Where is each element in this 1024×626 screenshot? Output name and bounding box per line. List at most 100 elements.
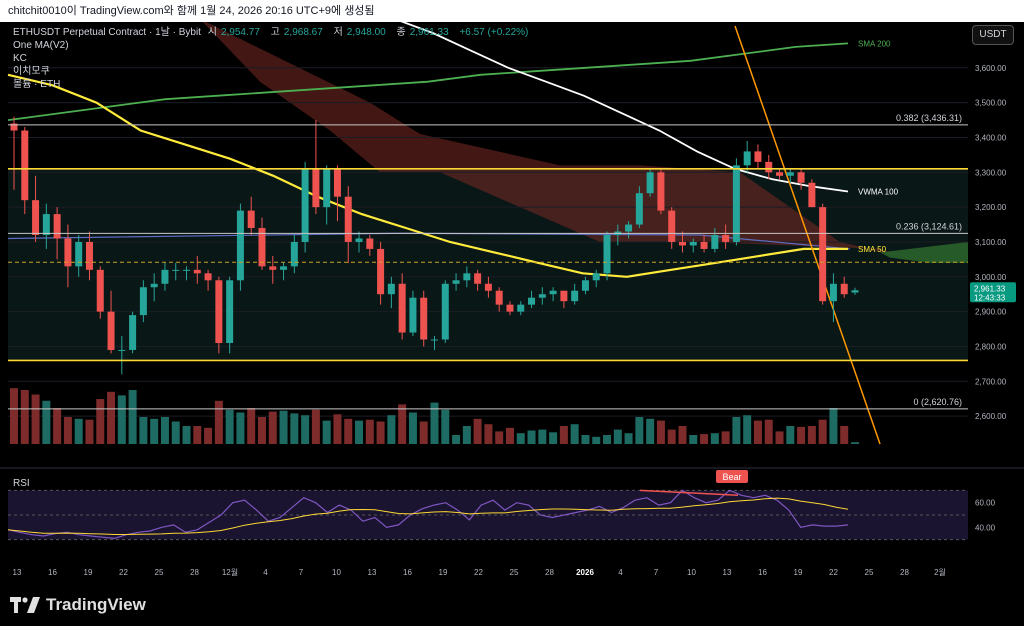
candle-body[interactable] <box>398 283 406 333</box>
candle-body[interactable] <box>344 196 352 242</box>
bear-label-box[interactable] <box>716 470 748 483</box>
candle-body[interactable] <box>431 339 438 341</box>
candle-body[interactable] <box>560 290 568 302</box>
series-line-2[interactable] <box>7 73 848 278</box>
candle-body[interactable] <box>247 210 255 229</box>
candle-body[interactable] <box>786 172 794 176</box>
candle-body[interactable] <box>10 123 18 131</box>
candle-body[interactable] <box>420 297 428 340</box>
candle-body[interactable] <box>484 283 492 291</box>
candle-body[interactable] <box>85 241 93 270</box>
candle-body[interactable] <box>441 283 449 340</box>
candle-body[interactable] <box>732 165 740 242</box>
candle-body[interactable] <box>96 269 104 312</box>
candle-body[interactable] <box>754 151 762 162</box>
indicator-volume[interactable]: 볼륨 · ETH <box>13 79 61 90</box>
candle-body[interactable] <box>139 287 147 316</box>
candle-body[interactable] <box>183 269 191 271</box>
candle-body[interactable] <box>161 269 169 284</box>
candle-body[interactable] <box>495 290 503 305</box>
candle-body[interactable] <box>21 130 29 201</box>
candle-body[interactable] <box>193 269 201 274</box>
candle-body[interactable] <box>625 224 633 232</box>
currency-button[interactable]: USDT <box>972 25 1014 45</box>
candle-body[interactable] <box>571 290 579 302</box>
candle-body[interactable] <box>463 273 471 281</box>
candle-body[interactable] <box>312 168 320 208</box>
candle-body[interactable] <box>366 238 374 249</box>
price-tag[interactable] <box>970 282 1016 303</box>
candle-body[interactable] <box>42 214 50 235</box>
candle-body[interactable] <box>474 273 482 284</box>
candle-body[interactable] <box>118 349 126 351</box>
chart-panel[interactable]: SMA 200 VWMA 100 SMA 50 0.382 (3,436.31) 0.… <box>0 18 1024 587</box>
candle-body[interactable] <box>452 280 460 284</box>
candle-body[interactable] <box>32 200 40 235</box>
rsi-ma-line[interactable] <box>7 497 849 535</box>
candle-body[interactable] <box>678 241 686 246</box>
bear-divergence-line[interactable] <box>639 489 739 497</box>
candle-body[interactable] <box>808 182 816 208</box>
candle-body[interactable] <box>204 273 212 281</box>
candle-body[interactable] <box>409 297 417 333</box>
tradingview-logo[interactable]: TradingView <box>10 595 146 615</box>
candle-body[interactable] <box>711 235 719 249</box>
candle-body[interactable] <box>506 304 514 312</box>
rsi-label[interactable]: RSI <box>13 478 30 489</box>
series-line-0[interactable] <box>7 42 849 121</box>
candle-body[interactable] <box>269 266 277 270</box>
candle-body[interactable] <box>301 168 309 242</box>
indicator-ichimoku[interactable]: 이치모쿠 <box>13 66 50 77</box>
candle-body[interactable] <box>668 210 676 242</box>
volume-bar <box>301 415 310 444</box>
candle-body[interactable] <box>517 304 525 312</box>
candle-body[interactable] <box>172 269 180 271</box>
candle-body[interactable] <box>592 273 600 281</box>
candle-body[interactable] <box>851 290 859 293</box>
candle-body[interactable] <box>743 151 751 166</box>
series-line-1[interactable] <box>394 18 849 193</box>
candle-body[interactable] <box>215 280 223 343</box>
candle-body[interactable] <box>150 283 158 288</box>
candle-body[interactable] <box>700 241 708 249</box>
candle-body[interactable] <box>236 210 244 281</box>
candle-body[interactable] <box>549 290 557 295</box>
rsi-line[interactable] <box>7 489 849 540</box>
blue-ma-line[interactable] <box>7 232 851 250</box>
volume-bar <box>150 418 159 444</box>
trend-line[interactable] <box>734 25 881 445</box>
candle-body[interactable] <box>377 248 385 295</box>
candle-body[interactable] <box>797 172 805 183</box>
candle-body[interactable] <box>355 238 363 242</box>
candle-body[interactable] <box>603 235 611 274</box>
candle-body[interactable] <box>64 238 72 267</box>
candle-body[interactable] <box>107 311 115 350</box>
candle-body[interactable] <box>387 283 395 295</box>
candle-body[interactable] <box>258 228 266 267</box>
candle-body[interactable] <box>689 241 697 246</box>
candle-body[interactable] <box>776 172 784 176</box>
candle-body[interactable] <box>722 235 730 242</box>
candle-body[interactable] <box>280 266 288 270</box>
candle-body[interactable] <box>528 297 536 305</box>
indicator-kc[interactable]: KC <box>13 53 27 64</box>
candle-body[interactable] <box>581 280 589 291</box>
candle-body[interactable] <box>226 280 234 343</box>
candle-body[interactable] <box>53 214 61 239</box>
candle-body[interactable] <box>290 241 298 267</box>
candle-body[interactable] <box>840 283 848 295</box>
chart-canvas[interactable]: SMA 200 VWMA 100 SMA 50 0.382 (3,436.31) 0.… <box>0 18 1024 587</box>
legend-symbol[interactable]: ETHUSDT Perpetual Contract · 1날 · Bybit <box>13 27 201 38</box>
candle-body[interactable] <box>75 241 83 267</box>
candle-body[interactable] <box>333 168 341 197</box>
candle-body[interactable] <box>646 172 654 194</box>
candle-body[interactable] <box>829 283 837 302</box>
candle-body[interactable] <box>635 193 643 225</box>
candle-body[interactable] <box>819 207 827 302</box>
candle-body[interactable] <box>323 168 331 208</box>
candle-body[interactable] <box>765 161 773 173</box>
indicator-one-ma[interactable]: One MA(V2) <box>13 40 69 51</box>
candle-body[interactable] <box>129 315 137 350</box>
candle-body[interactable] <box>538 294 546 298</box>
candle-body[interactable] <box>657 172 665 211</box>
